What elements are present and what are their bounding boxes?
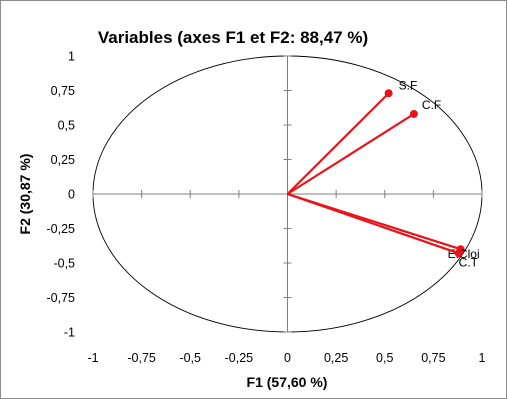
vector-c-t [287,192,460,255]
vector-c-f [286,113,415,195]
y-tick-label: 0 [68,188,75,202]
x-tick-label: 0,5 [376,351,393,365]
tick-labels: -1 -0,75 -0,5 -0,25 0 0,25 0,5 0,75 1 -1 -0,75 -0,5… [47,50,486,366]
x-tick-label: -0,25 [225,351,254,365]
point-c-f [409,109,418,118]
chart-title: Variables (axes F1 et F2: 88,47 %) [98,28,368,47]
x-tick-label: 1 [479,351,486,365]
x-tick-label: 0,25 [324,351,348,365]
point-c-t [454,249,463,258]
x-axis-title: F1 (57,60 %) [247,374,328,390]
label-c-f: C.F [422,98,441,112]
label-s-f: S.F [399,78,418,92]
y-tick-label: -1 [64,326,75,340]
label-e-cloi: E.Cloi [448,247,480,261]
x-tick-label: -0,5 [179,351,201,365]
y-tick-label: 0,5 [58,119,75,133]
y-tick-label: -0,75 [47,291,76,305]
y-tick-label: -0,5 [53,257,75,271]
point-s-f [384,89,393,98]
y-tick-label: 1 [68,50,75,64]
y-axis-title: F2 (30,87 %) [17,154,33,235]
y-tick-label: 0,75 [51,84,75,98]
vector-s-f [286,92,390,195]
x-tick-label: -1 [87,351,98,365]
y-tick-label: 0,25 [51,153,75,167]
label-c-t: C.T [459,255,479,269]
x-tick-label: 0,75 [421,351,445,365]
y-tick-label: -0,25 [47,222,76,236]
x-tick-label: 0 [284,351,291,365]
x-tick-label: -0,75 [127,351,156,365]
